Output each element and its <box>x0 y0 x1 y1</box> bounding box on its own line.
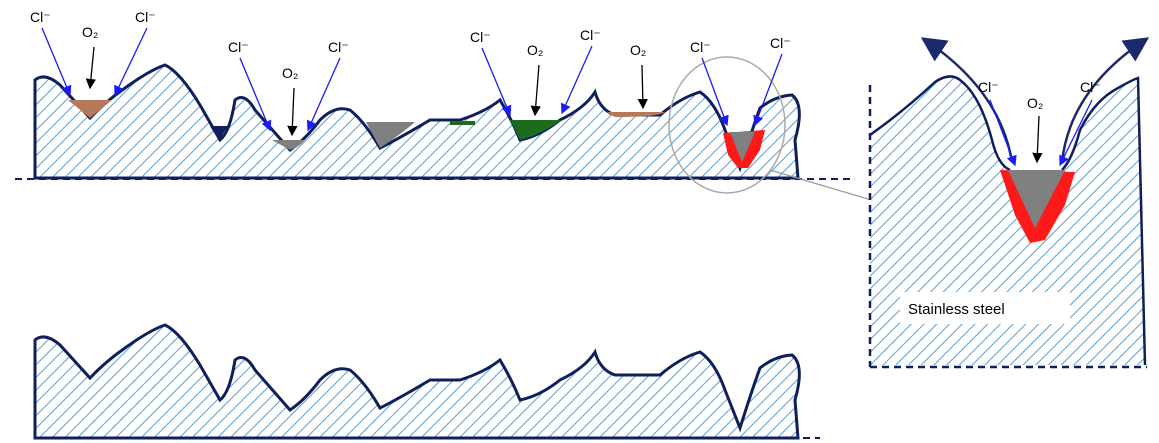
oxygen-label: O₂ <box>630 42 646 58</box>
chloride-arrow <box>41 27 72 97</box>
chloride-label: Cl⁻ <box>770 35 791 51</box>
chloride-label: Cl⁻ <box>328 39 349 55</box>
zoom-panel <box>868 37 1150 369</box>
chloride-label: Cl⁻ <box>470 29 491 45</box>
material-label: Stainless steel <box>908 301 1005 318</box>
chloride-arrow <box>306 57 341 132</box>
chloride-label: Cl⁻ <box>690 39 711 55</box>
oxygen-arrow <box>85 46 97 90</box>
chloride-arrow <box>481 47 512 117</box>
chloride-label: Cl⁻ <box>135 9 156 25</box>
oxygen-arrow <box>1032 115 1043 164</box>
chloride-arrow <box>753 53 783 127</box>
oxygen-arrow <box>287 87 298 137</box>
arrows <box>41 27 1093 167</box>
chloride-label: Cl⁻ <box>580 27 601 43</box>
chloride-arrow <box>560 45 593 115</box>
chloride-arrow <box>701 57 729 127</box>
chloride-arrow <box>114 27 148 97</box>
magnifier-circle <box>668 56 786 194</box>
top-surface <box>15 63 850 180</box>
oxygen-label: O₂ <box>82 24 98 40</box>
oxygen-arrow <box>637 64 648 110</box>
chloride-label: Cl⁻ <box>978 79 999 95</box>
oxygen-arrow <box>530 64 541 117</box>
chloride-arrow <box>239 57 272 132</box>
chloride-label: Cl⁻ <box>228 39 249 55</box>
bottom-surface <box>33 323 820 440</box>
oxygen-label: O₂ <box>1027 95 1043 111</box>
chloride-label: Cl⁻ <box>1080 79 1101 95</box>
oxygen-label: O₂ <box>527 42 543 58</box>
oxygen-label: O₂ <box>282 65 298 81</box>
chloride-label: Cl⁻ <box>30 9 51 25</box>
chloride-arrow <box>1059 99 1093 167</box>
chloride-arrow <box>989 99 1017 167</box>
